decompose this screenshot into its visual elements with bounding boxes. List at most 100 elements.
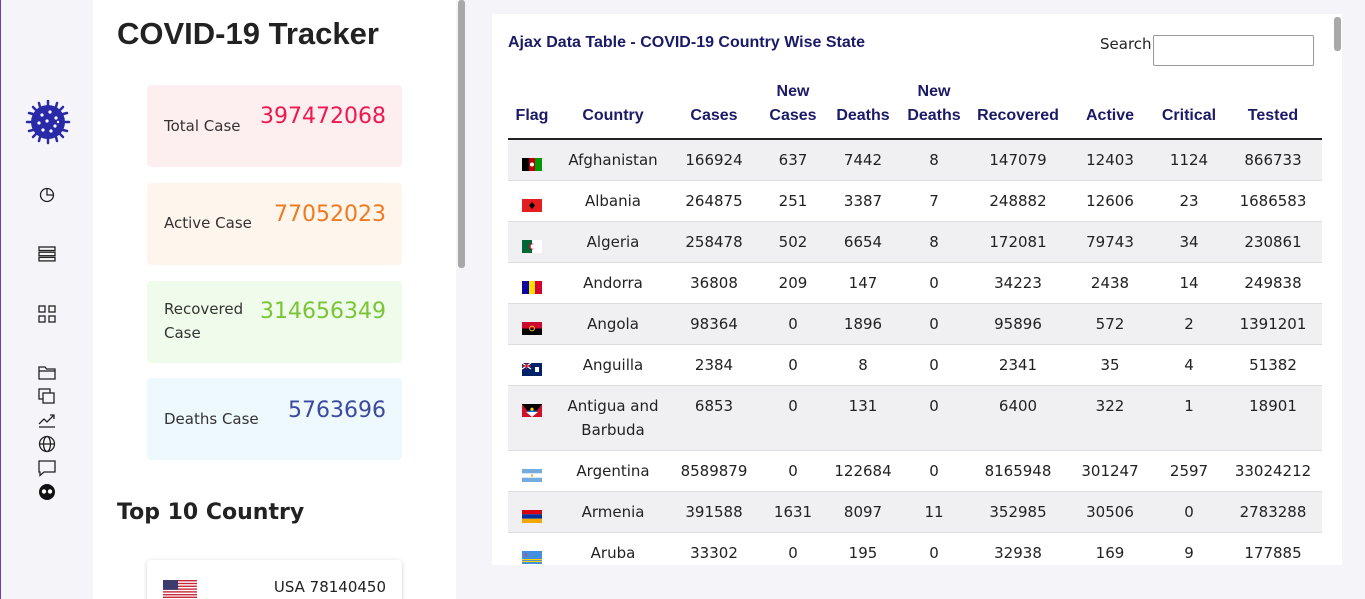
mask-icon[interactable] <box>38 483 56 501</box>
flag-cell <box>508 532 556 565</box>
active-case-card: Active Case 77052023 <box>147 183 402 265</box>
globe-icon[interactable] <box>38 435 56 453</box>
column-header[interactable]: Country <box>556 80 670 140</box>
new-cases-cell: 251 <box>758 180 828 222</box>
copy-icon[interactable] <box>38 387 56 405</box>
ar-flag-icon <box>522 465 542 482</box>
af-flag-icon <box>522 154 542 171</box>
new-deaths-cell: 0 <box>898 385 970 451</box>
country-cell: Afghanistan <box>556 139 670 181</box>
table-row[interactable]: Algeria 258478 502 6654 8 172081 79743 34 230861 <box>508 221 1322 263</box>
top-country-card[interactable]: USA 78140450 <box>147 560 402 599</box>
cases-cell: 6853 <box>670 385 758 451</box>
new-deaths-cell: 0 <box>898 532 970 565</box>
new-cases-cell: 0 <box>758 532 828 565</box>
deaths-cell: 8097 <box>828 491 898 533</box>
pie-chart-icon[interactable] <box>38 186 56 204</box>
critical-cell: 0 <box>1154 491 1224 533</box>
country-cell: Anguilla <box>556 344 670 386</box>
stats-scrollbar[interactable] <box>458 0 465 268</box>
table-row[interactable]: Anguilla 2384 0 8 0 2341 35 4 51382 <box>508 344 1322 386</box>
recovered-cell: 34223 <box>970 262 1066 304</box>
grid-icon[interactable] <box>38 305 56 323</box>
new-deaths-cell: 0 <box>898 262 970 304</box>
list-icon[interactable] <box>38 245 56 263</box>
app-title: COVID-19 Tracker <box>117 16 379 51</box>
recovered-cell: 95896 <box>970 303 1066 345</box>
column-header[interactable]: New Deaths <box>898 80 970 140</box>
critical-cell: 1 <box>1154 385 1224 451</box>
critical-cell: 2 <box>1154 303 1224 345</box>
tested-cell: 33024212 <box>1224 450 1322 492</box>
chat-icon[interactable] <box>38 459 56 477</box>
new-deaths-cell: 0 <box>898 303 970 345</box>
column-header[interactable]: Cases <box>670 80 758 140</box>
total-case-value: 397472068 <box>260 104 386 129</box>
tested-cell: 866733 <box>1224 139 1322 181</box>
table-title: Ajax Data Table - COVID-19 Country Wise … <box>508 34 865 51</box>
table-row[interactable]: Angola 98364 0 1896 0 95896 572 2 1391201 <box>508 303 1322 345</box>
new-cases-cell: 502 <box>758 221 828 263</box>
tested-cell: 177885 <box>1224 532 1322 565</box>
active-cell: 572 <box>1066 303 1154 345</box>
table-row[interactable]: Armenia 391588 1631 8097 11 352985 30506 0 27832… <box>508 491 1322 533</box>
active-cell: 301247 <box>1066 450 1154 492</box>
flag-cell <box>508 344 556 386</box>
active-cell: 35 <box>1066 344 1154 386</box>
us-flag-icon <box>163 580 197 598</box>
new-deaths-cell: 7 <box>898 180 970 222</box>
aw-flag-icon <box>522 547 542 564</box>
column-header[interactable]: New Cases <box>758 80 828 140</box>
active-case-value: 77052023 <box>274 202 386 227</box>
column-header[interactable]: Recovered <box>970 80 1066 140</box>
deaths-cell: 1896 <box>828 303 898 345</box>
table-scrollbar[interactable] <box>1334 17 1341 51</box>
total-case-card: Total Case 397472068 <box>147 85 402 167</box>
ag-flag-icon <box>522 400 542 417</box>
critical-cell: 2597 <box>1154 450 1224 492</box>
deaths-case-card: Deaths Case 5763696 <box>147 378 402 460</box>
tested-cell: 1391201 <box>1224 303 1322 345</box>
active-cell: 322 <box>1066 385 1154 451</box>
flag-cell <box>508 450 556 492</box>
new-cases-cell: 637 <box>758 139 828 181</box>
deaths-case-value: 5763696 <box>288 398 386 423</box>
deaths-cell: 131 <box>828 385 898 451</box>
critical-cell: 14 <box>1154 262 1224 304</box>
recovered-case-value: 314656349 <box>260 299 386 324</box>
column-header[interactable]: Flag <box>508 80 556 140</box>
country-cell: Armenia <box>556 491 670 533</box>
flag-cell <box>508 139 556 181</box>
table-row[interactable]: Antigua and Barbuda 6853 0 131 0 6400 322 1 1890… <box>508 385 1322 451</box>
column-header[interactable]: Critical <box>1154 80 1224 140</box>
active-cell: 169 <box>1066 532 1154 565</box>
active-cell: 30506 <box>1066 491 1154 533</box>
deaths-cell: 8 <box>828 344 898 386</box>
column-header[interactable]: Tested <box>1224 80 1322 140</box>
country-cell: Andorra <box>556 262 670 304</box>
virus-logo-icon[interactable] <box>25 99 71 145</box>
table-row[interactable]: Aruba 33302 0 195 0 32938 169 9 177885 <box>508 532 1322 565</box>
country-cell: Antigua and Barbuda <box>556 385 670 451</box>
deaths-cell: 7442 <box>828 139 898 181</box>
column-header[interactable]: Deaths <box>828 80 898 140</box>
table-row[interactable]: Argentina 8589879 0 122684 0 8165948 301247 259… <box>508 450 1322 492</box>
column-header[interactable]: Active <box>1066 80 1154 140</box>
table-row[interactable]: Andorra 36808 209 147 0 34223 2438 14 249838 <box>508 262 1322 304</box>
search-input[interactable] <box>1153 35 1314 66</box>
table-row[interactable]: Afghanistan 166924 637 7442 8 147079 12403 1124… <box>508 139 1322 181</box>
critical-cell: 23 <box>1154 180 1224 222</box>
country-cell: Argentina <box>556 450 670 492</box>
deaths-cell: 3387 <box>828 180 898 222</box>
new-cases-cell: 0 <box>758 344 828 386</box>
new-deaths-cell: 0 <box>898 450 970 492</box>
active-cell: 12606 <box>1066 180 1154 222</box>
ad-flag-icon <box>522 277 542 294</box>
folder-icon[interactable] <box>38 363 56 381</box>
trend-icon[interactable] <box>38 411 56 429</box>
ao-flag-icon <box>522 318 542 335</box>
flag-cell <box>508 491 556 533</box>
cases-cell: 258478 <box>670 221 758 263</box>
active-case-label: Active Case <box>164 214 252 232</box>
table-row[interactable]: Albania 264875 251 3387 7 248882 12606 23 168658… <box>508 180 1322 222</box>
